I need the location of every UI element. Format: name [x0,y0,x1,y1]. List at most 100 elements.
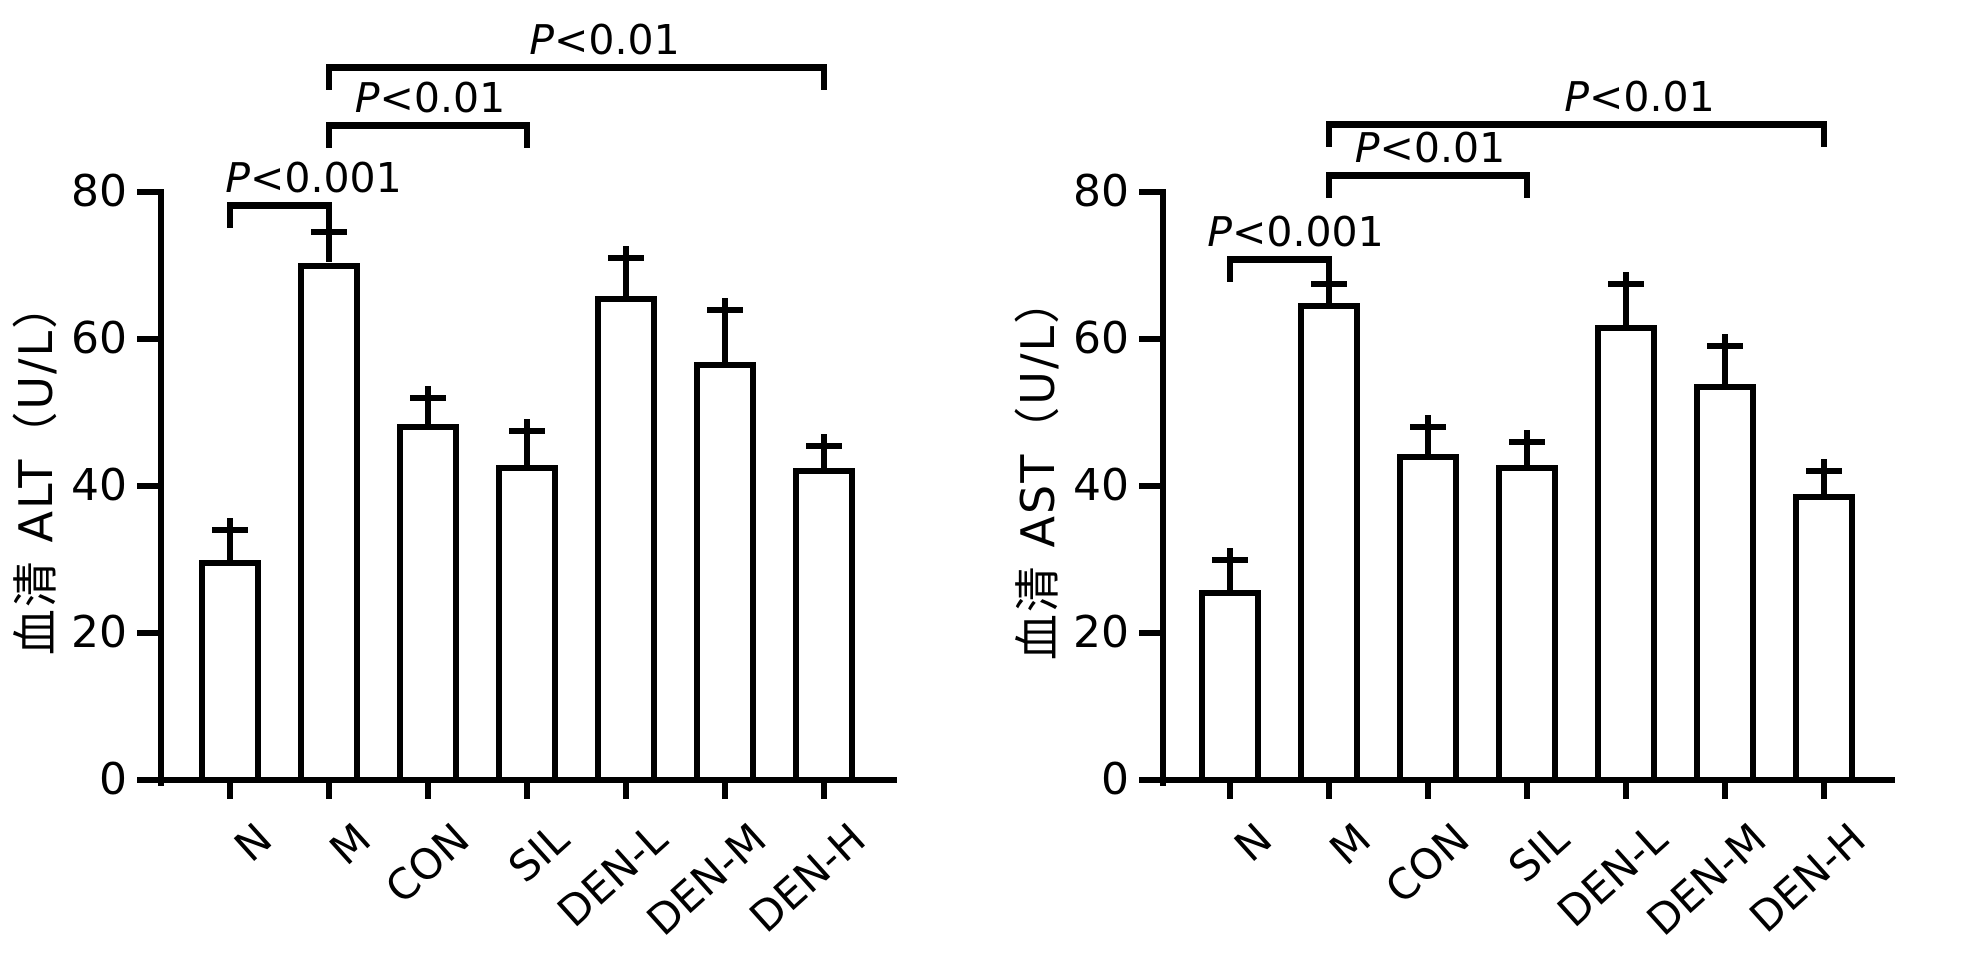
bar [694,361,756,783]
x-tick [821,783,827,799]
y-tick [1139,483,1163,489]
x-tick-label: M [1320,813,1380,875]
y-tick-label: 20 [71,607,127,658]
error-bar-line [1227,547,1233,590]
error-bar-cap [311,229,347,236]
x-tick [1623,783,1629,799]
x-tick [425,783,431,799]
error-bar-line [722,297,728,362]
p-value-italic-p: P [354,74,380,122]
x-tick-label: CON [1376,813,1479,913]
x-tick [326,783,332,799]
x-tick [1326,783,1332,799]
bracket-end-left [1227,256,1233,282]
error-bar-cap [1410,424,1446,431]
error-bar-line [326,220,332,263]
y-tick-label: 80 [1073,166,1129,217]
bracket-end-left [227,202,233,228]
error-bar-line [524,418,530,465]
bar [1397,453,1459,783]
y-tick [137,483,161,489]
p-value-text: <0.01 [1379,124,1506,172]
error-bar-line [425,385,431,425]
x-tick [524,783,530,799]
y-tick [137,630,161,636]
y-tick-label: 60 [1073,313,1129,364]
bracket-end-right [1524,172,1530,198]
y-axis-line [158,189,164,786]
y-tick-label: 40 [71,460,127,511]
significance-label: P<0.01 [1564,75,1714,119]
significance-bracket [326,64,827,71]
error-bar-line [1524,429,1530,465]
y-tick [1139,777,1163,783]
significance-label: P<0.01 [1355,126,1505,170]
y-tick-label: 60 [71,313,127,364]
error-bar-line [227,518,233,561]
bar [1496,464,1558,783]
error-bar-line [1821,459,1827,495]
y-tick-label: 80 [71,166,127,217]
error-bar-line [821,433,827,469]
bar [595,295,657,783]
bracket-end-left [326,122,332,148]
bar [298,262,360,783]
p-value-text: <0.001 [1232,208,1384,256]
error-bar-cap [1806,468,1842,475]
bracket-end-left [326,64,332,90]
x-tick [722,783,728,799]
significance-bracket [1326,121,1827,128]
x-tick-label: SIL [1498,813,1578,892]
significance-bracket [227,202,332,209]
p-value-text: <0.01 [379,74,506,122]
x-tick [1227,783,1233,799]
significance-bracket [1326,172,1530,179]
p-value-italic-p: P [1354,124,1380,172]
bar [1199,589,1261,783]
y-tick [137,777,161,783]
x-tick [1425,783,1431,799]
y-axis-title: 血清 AST（U/L） [1011,275,1065,661]
bracket-end-left [1326,121,1332,147]
p-value-italic-p: P [225,154,250,202]
y-tick [137,336,161,342]
bar [496,464,558,783]
significance-label: P<0.01 [529,18,679,62]
error-bar-line [1425,415,1431,454]
x-tick [1722,783,1728,799]
error-bar-cap [1608,280,1644,287]
significance-label: P<0.001 [225,156,401,200]
x-tick [1821,783,1827,799]
y-tick [137,189,161,195]
significance-label: P<0.01 [355,76,505,120]
error-bar-cap [707,306,743,313]
bar [199,560,261,783]
error-bar-cap [212,527,248,534]
y-tick [1139,630,1163,636]
p-value-text: <0.01 [554,16,680,64]
p-value-text: <0.01 [1589,73,1715,121]
error-bar-cap [608,255,644,262]
bracket-end-right [524,122,530,148]
bar [793,468,855,783]
bar [397,424,459,783]
bracket-end-right [821,64,827,90]
error-bar-cap [509,427,545,434]
error-bar-line [623,246,629,296]
error-bar-cap [1509,438,1545,445]
significance-bracket [1227,256,1332,263]
bar [1298,302,1360,783]
error-bar-line [1623,271,1629,325]
y-tick-label: 0 [1101,754,1129,805]
x-tick [227,783,233,799]
bar [1694,383,1756,783]
y-tick-label: 40 [1073,460,1129,511]
error-bar-line [1326,271,1332,303]
y-tick [1139,336,1163,342]
x-tick-label: N [1224,813,1281,872]
p-value-italic-p: P [529,16,555,64]
p-value-italic-p: P [1564,73,1590,121]
bracket-end-left [1326,172,1332,198]
